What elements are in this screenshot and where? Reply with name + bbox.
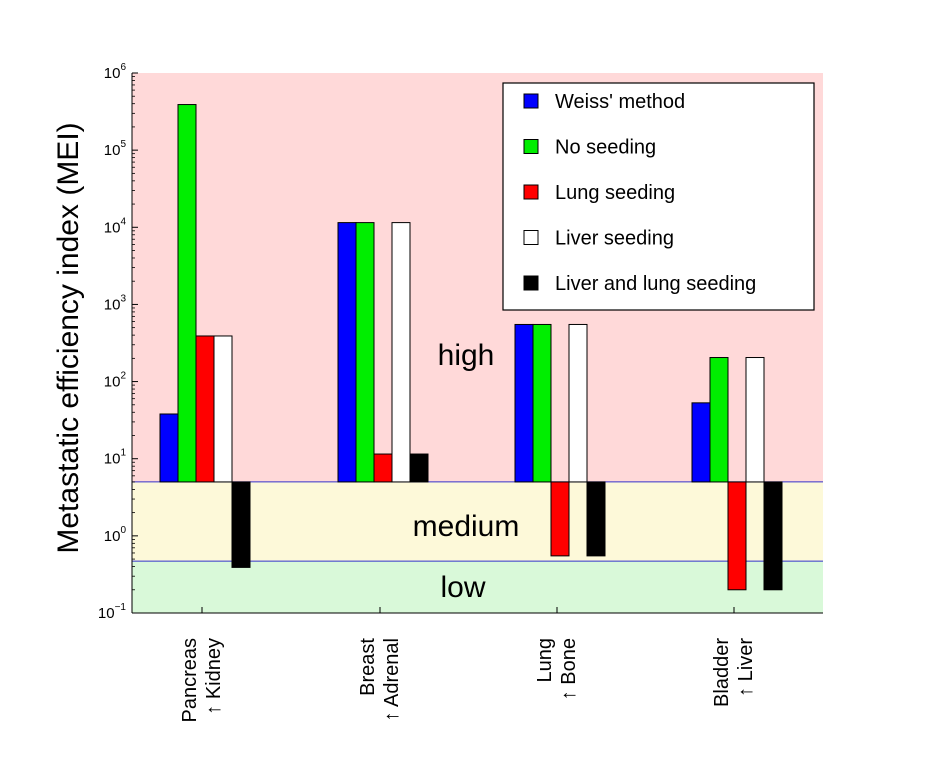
y-tick-label: 104 (104, 216, 127, 236)
category-label-line1: Lung (534, 638, 556, 683)
bar-3-2 (727, 481, 747, 591)
category-label: Bladder ↑ Liver (711, 638, 757, 707)
y-ticks: 10−1 100 101 102 103 104 105 106 (98, 62, 138, 622)
bar-1-2 (373, 453, 393, 483)
bar-1-4 (409, 453, 429, 483)
bar-3-0 (691, 402, 711, 483)
region-label-low: low (440, 571, 485, 604)
bar-3-1 (709, 357, 729, 483)
bar-1-1 (355, 222, 375, 483)
legend-swatch (523, 230, 539, 245)
legend-label: Liver and lung seeding (555, 273, 756, 295)
region-labels: high medium low (413, 339, 520, 604)
legend-label: Weiss' method (555, 91, 685, 113)
legend-swatch (523, 184, 539, 200)
bar-2-4 (586, 481, 606, 557)
legend-swatch (523, 275, 539, 291)
y-axis-label: Metastatic efficiency index (MEI) (52, 122, 85, 553)
category-label-line2: ↑ Adrenal (381, 638, 403, 721)
bar-3-3 (745, 357, 765, 483)
region-label-medium: medium (413, 510, 520, 543)
y-tick-label: 101 (104, 448, 127, 468)
category-label: Lung ↑ Bone (534, 638, 580, 700)
y-tick-label: 103 (104, 293, 127, 313)
region-label-high: high (438, 339, 495, 372)
bar-1-3 (391, 222, 411, 483)
y-tick-label: 10−1 (98, 602, 127, 622)
bar-2-0 (514, 323, 534, 483)
axes (131, 73, 823, 614)
bar-3-4 (763, 481, 783, 591)
legend: Weiss' method No seeding Lung seeding Liver… (502, 82, 815, 311)
category-label-line2: ↑ Liver (735, 638, 757, 697)
category-label: Breast ↑ Adrenal (357, 638, 403, 722)
bar-0-4 (231, 481, 251, 568)
region-low (132, 561, 823, 613)
category-label-line2: ↑ Bone (558, 638, 580, 700)
category-label-line1: Bladder (711, 638, 733, 707)
bar-2-2 (550, 481, 570, 557)
y-tick-label: 100 (104, 525, 127, 545)
bar-1-0 (337, 222, 357, 483)
bar-0-2 (195, 335, 215, 483)
bars (159, 104, 783, 591)
category-label-line1: Breast (357, 638, 379, 696)
y-tick-label: 102 (104, 371, 127, 391)
bar-2-3 (568, 323, 588, 483)
category-label-line1: Pancreas (179, 638, 201, 723)
bar-2-1 (532, 323, 552, 483)
y-tick-label: 105 (104, 139, 127, 159)
legend-label: Liver seeding (555, 228, 674, 250)
bar-0-3 (213, 335, 233, 483)
bar-0-1 (177, 104, 197, 483)
legend-swatch (523, 93, 539, 109)
category-label-line2: ↑ Kidney (203, 638, 225, 715)
legend-box (502, 82, 815, 311)
bar-0-0 (159, 413, 179, 483)
legend-label: No seeding (555, 137, 656, 159)
category-label: Pancreas ↑ Kidney (179, 638, 225, 723)
y-tick-label: 106 (104, 62, 127, 82)
legend-swatch (523, 139, 539, 154)
legend-label: Lung seeding (555, 182, 675, 204)
x-ticks: Pancreas ↑ Kidney Breast ↑ Adrenal Lung ↑ Bon… (179, 607, 757, 723)
